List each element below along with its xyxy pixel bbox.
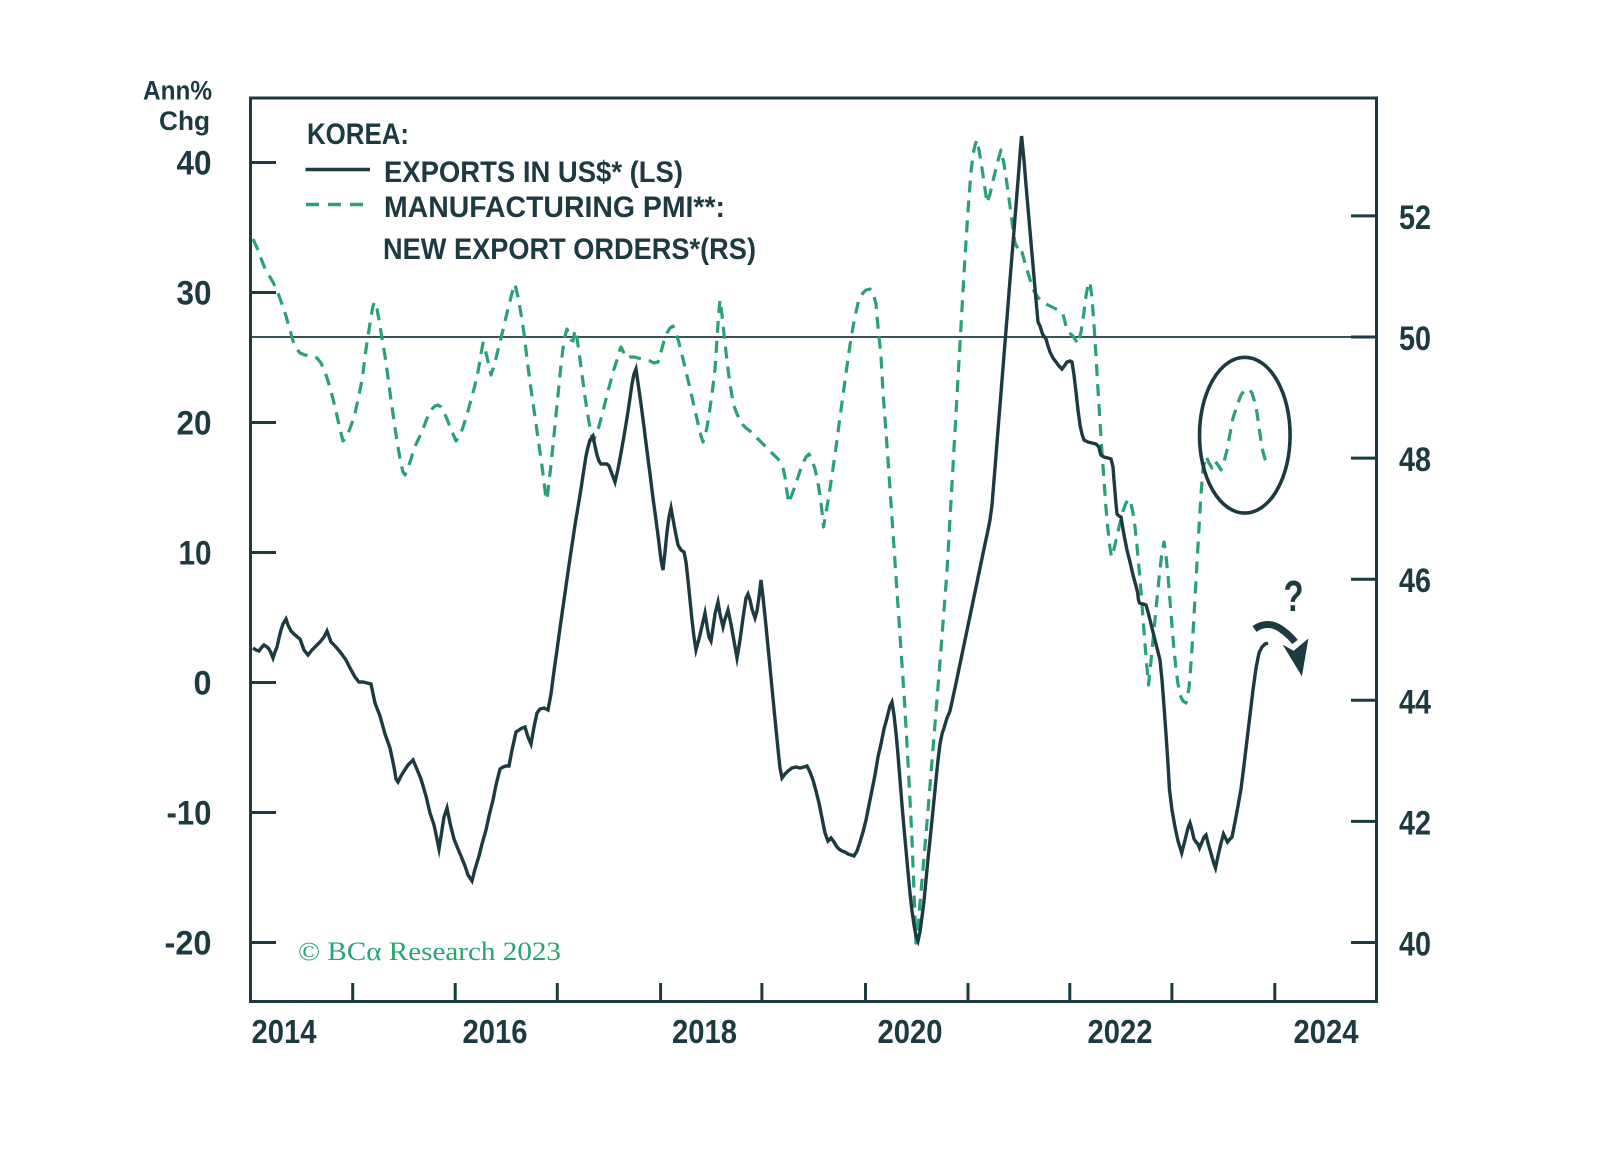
svg-text:2018: 2018	[672, 1013, 737, 1050]
svg-text:2024: 2024	[1294, 1013, 1360, 1050]
svg-text:40: 40	[1399, 926, 1431, 964]
svg-text:52: 52	[1399, 199, 1431, 237]
svg-text:© BCα Research 2023: © BCα Research 2023	[298, 937, 561, 966]
svg-text:2020: 2020	[878, 1013, 943, 1050]
svg-text:2022: 2022	[1088, 1013, 1153, 1050]
svg-text:42: 42	[1399, 804, 1431, 842]
svg-text:2014: 2014	[252, 1013, 318, 1050]
svg-text:20: 20	[177, 405, 212, 443]
svg-text:-20: -20	[165, 925, 212, 963]
svg-text:NEW EXPORT ORDERS*(RS): NEW EXPORT ORDERS*(RS)	[383, 233, 756, 266]
svg-text:MANUFACTURING PMI**:: MANUFACTURING PMI**:	[384, 191, 725, 224]
svg-text:EXPORTS IN US$* (LS): EXPORTS IN US$* (LS)	[384, 156, 683, 189]
svg-text:0: 0	[194, 665, 212, 703]
svg-text:46: 46	[1399, 562, 1431, 600]
svg-text:2016: 2016	[463, 1013, 528, 1050]
svg-text:KOREA:: KOREA:	[307, 118, 409, 151]
svg-text:Ann%: Ann%	[143, 76, 212, 106]
svg-text:40: 40	[177, 145, 212, 183]
svg-text:44: 44	[1399, 683, 1431, 721]
svg-text:50: 50	[1399, 320, 1431, 358]
svg-text:-10: -10	[167, 795, 212, 833]
svg-text:48: 48	[1399, 441, 1431, 479]
svg-text:10: 10	[179, 535, 212, 573]
svg-text:Chg: Chg	[159, 106, 210, 136]
svg-text:30: 30	[177, 275, 212, 313]
svg-text:?: ?	[1284, 572, 1304, 621]
